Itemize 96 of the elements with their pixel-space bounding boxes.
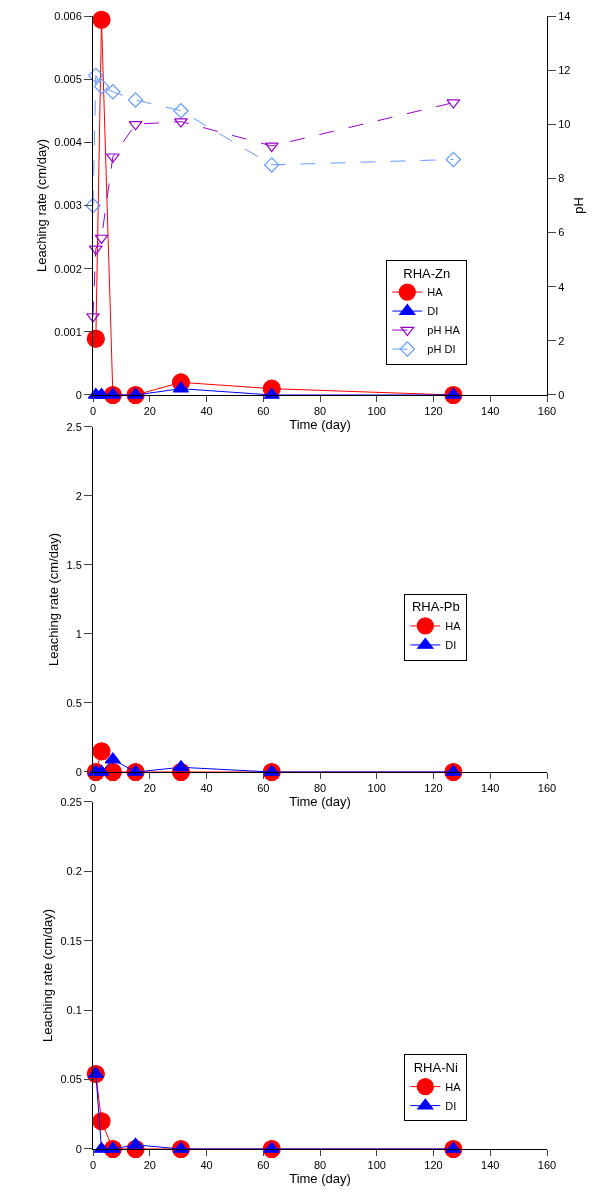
y2-tick-label: 6	[558, 226, 565, 239]
y-tick-label: 0	[75, 388, 82, 401]
legend-label: HA	[427, 286, 444, 299]
point	[94, 234, 109, 245]
point	[85, 197, 101, 214]
point	[264, 142, 279, 153]
y2-tick-label: 2	[558, 334, 565, 347]
x-tick-label: 160	[537, 405, 557, 418]
y-tick-label: 0.004	[54, 136, 82, 149]
legend-label: DI	[445, 639, 457, 652]
x-tick-label: 60	[257, 782, 270, 795]
y2-tick-label: 4	[558, 280, 565, 293]
point	[128, 120, 143, 131]
point	[445, 151, 462, 168]
x-tick-label: 40	[200, 405, 213, 418]
y-tick-label: 0.05	[60, 1073, 82, 1086]
y-axis-title: Leaching rate (cm/day)	[34, 139, 50, 272]
point	[105, 84, 121, 100]
point	[127, 387, 144, 399]
point	[264, 157, 280, 173]
y-tick-label: 0.006	[54, 9, 82, 22]
x-tick-label: 100	[367, 405, 386, 418]
point	[92, 10, 111, 29]
y2-axis-title: pH	[571, 197, 587, 214]
y-tick-label: 0.003	[54, 199, 82, 212]
y-tick-label: 0.001	[54, 325, 82, 338]
x-tick-label: 0	[89, 1159, 97, 1172]
legend-title: RHA-Zn	[403, 265, 451, 281]
y-tick-label: 0.5	[66, 696, 82, 709]
legend-label: DI	[445, 1099, 457, 1112]
y-tick-label: 0	[75, 765, 82, 778]
y-tick-label: 0.15	[60, 934, 82, 947]
point	[445, 1141, 462, 1153]
y2-tick-label: 10	[558, 118, 571, 131]
y-tick-label: 0.25	[60, 795, 82, 808]
y-tick-label: 0.002	[54, 262, 82, 275]
x-tick-label: 40	[200, 782, 213, 795]
y2-tick-label: 14	[558, 9, 571, 22]
x-tick-label: 80	[313, 782, 327, 795]
y-tick-label: 0.2	[66, 865, 82, 878]
point	[127, 1137, 144, 1149]
x-tick-label: 60	[257, 1159, 270, 1172]
y-tick-label: 2.5	[66, 420, 82, 433]
y-axis-title: Leaching rate (cm/day)	[46, 532, 62, 666]
x-tick-label: 20	[143, 405, 156, 418]
legend-label: HA	[445, 1080, 462, 1093]
x-tick-label: 120	[424, 782, 443, 795]
point	[87, 1066, 104, 1078]
point	[86, 329, 105, 348]
x-tick-label: 80	[313, 1159, 327, 1172]
legend-label: pH HA	[427, 324, 461, 337]
point	[445, 387, 462, 399]
x-tick-label: 120	[424, 1159, 443, 1172]
point	[104, 1141, 121, 1153]
x-tick-label: 160	[537, 782, 557, 795]
y2-tick-label: 0	[558, 388, 565, 401]
x-tick-label: 120	[424, 405, 443, 418]
point	[263, 387, 280, 399]
x-tick-label: 140	[481, 1159, 500, 1172]
x-tick-label: 20	[143, 1159, 156, 1172]
x-tick-label: 40	[200, 1159, 213, 1172]
point	[174, 118, 188, 128]
y2-tick-label: 8	[558, 172, 565, 185]
x-tick-label: 20	[143, 782, 156, 795]
legend-title: RHA-Ni	[413, 1060, 458, 1076]
y-axis-title: Leaching rate (cm/day)	[40, 908, 56, 1042]
point	[88, 67, 104, 84]
y-tick-label: 1	[75, 627, 82, 640]
x-tick-label: 80	[313, 405, 327, 418]
x-tick-label: 60	[257, 405, 270, 418]
x-tick-label: 160	[537, 1159, 557, 1172]
y-tick-label: 0.005	[54, 73, 82, 86]
x-tick-label: 100	[367, 782, 386, 795]
y-tick-label: 0	[75, 1142, 82, 1155]
legend-label: DI	[427, 305, 439, 318]
x-tick-label: 0	[89, 782, 97, 795]
x-axis-title: Time (day)	[289, 1171, 351, 1187]
legend-label: HA	[445, 620, 462, 633]
legend-title: RHA-Pb	[411, 599, 460, 615]
point	[173, 103, 189, 119]
point	[263, 1141, 280, 1153]
x-tick-label: 100	[367, 1159, 386, 1172]
y-tick-label: 2	[75, 489, 82, 502]
x-tick-label: 0	[89, 405, 97, 418]
x-tick-label: 140	[481, 405, 500, 418]
point	[127, 92, 144, 108]
point	[93, 78, 110, 95]
x-axis-title: Time (day)	[289, 417, 351, 433]
y-tick-label: 1.5	[66, 558, 82, 571]
point	[104, 387, 121, 399]
x-tick-label: 140	[481, 782, 500, 795]
legend-label: pH DI	[427, 343, 456, 356]
point	[86, 313, 100, 323]
x-axis-title: Time (day)	[289, 794, 351, 810]
y-tick-label: 0.1	[66, 1003, 82, 1016]
y2-tick-label: 12	[558, 63, 571, 76]
